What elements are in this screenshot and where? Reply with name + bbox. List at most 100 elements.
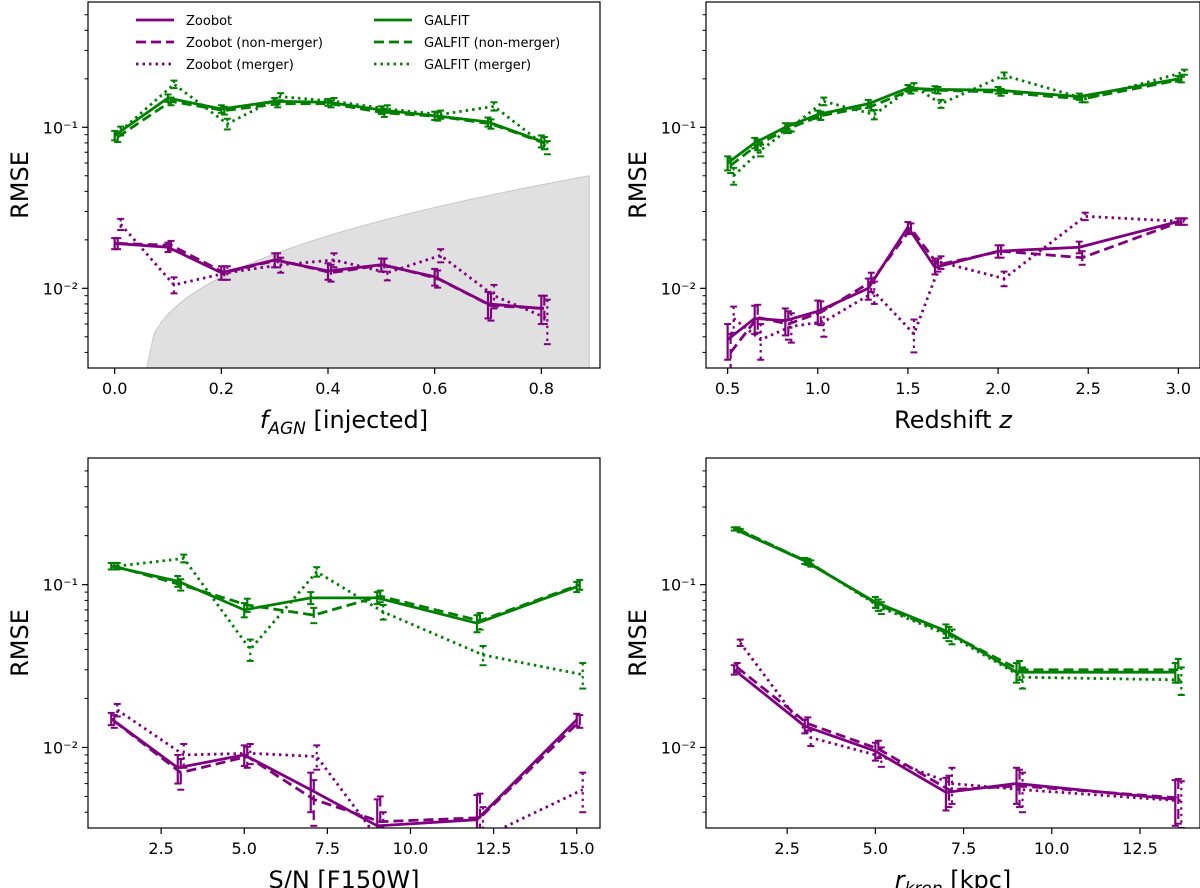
y-tick-label: 10⁻² [43, 279, 78, 298]
error-bar [437, 248, 445, 264]
axes-frame [705, 1, 1200, 369]
error-bar [1019, 771, 1027, 814]
series-line [729, 220, 1182, 354]
error-bar [724, 323, 732, 361]
error-bar [1177, 75, 1185, 84]
panel-redshift: 0.5 1.0 1.5 2.0 2.5 3.0 10⁻² 10⁻¹ RMSE Redshift z [624, 1, 1200, 434]
x-tick-label: 0.4 [315, 379, 340, 398]
error-bar [543, 298, 551, 346]
y-tick-label: 10⁻¹ [43, 576, 78, 595]
error-bar [1016, 659, 1024, 681]
series-line [736, 666, 1179, 800]
error-bar [484, 290, 492, 320]
y-tick-label: 10⁻² [661, 279, 696, 298]
error-bar [787, 312, 795, 344]
error-bar [479, 806, 487, 828]
x-tick-label: 0.0 [102, 379, 127, 398]
error-bar [807, 559, 815, 568]
error-bar [736, 527, 744, 534]
y-tick-label: 10⁻¹ [661, 576, 696, 595]
error-bar [948, 628, 956, 646]
error-bar [727, 157, 735, 175]
x-axis-label: rkron [kpc] [895, 866, 1012, 888]
y-axis-label: RMSE [624, 151, 652, 219]
series-line [117, 557, 583, 677]
legend-label: GALFIT (merger) [424, 58, 531, 73]
error-bar [379, 604, 387, 621]
y-tick-label: 10⁻¹ [43, 118, 78, 137]
series-zoobot-dashed [733, 662, 1182, 825]
error-bar [877, 601, 885, 616]
error-bar [180, 742, 188, 769]
error-bar [114, 131, 122, 144]
error-bar [114, 237, 122, 251]
error-bar [487, 118, 495, 130]
y-tick-label: 10⁻² [43, 738, 78, 757]
error-bar [1000, 71, 1008, 80]
error-bar [167, 239, 175, 251]
legend-label: Zoobot (non-merger) [186, 36, 323, 51]
series-galfit-dashed [733, 526, 1182, 684]
error-bar [170, 276, 178, 295]
x-axis-label: S/N [F150W] [269, 866, 420, 888]
series-line [726, 77, 1179, 165]
error-bar [870, 109, 878, 121]
error-bar [330, 97, 338, 106]
x-tick-label: 7.5 [951, 839, 976, 858]
error-bar [579, 771, 587, 814]
series-line [119, 82, 549, 149]
series-line [733, 668, 1176, 801]
error-bar [313, 566, 321, 578]
axes-frame [87, 457, 601, 829]
error-bar [246, 742, 254, 766]
error-bar [997, 87, 1005, 97]
x-tick-label: 2.5 [148, 839, 173, 858]
error-bar [874, 739, 882, 760]
legend: Zoobot Zoobot (non-merger) Zoobot (merger)… [136, 14, 560, 73]
error-bar [870, 280, 878, 305]
series-line [733, 527, 1176, 674]
error-bar [910, 82, 918, 91]
x-tick-label: 12.5 [476, 839, 512, 858]
axes-frame [87, 1, 601, 369]
error-bar [113, 702, 121, 718]
panel-rkron: 2.5 5.0 7.5 10.0 12.5 10⁻² 10⁻¹ RMSE rkron [kpc] [624, 457, 1200, 888]
panel-sn: 2.5 5.0 7.5 10.0 12.5 15.0 10⁻² 10⁻¹ RMSE S/N [F1… [6, 457, 601, 888]
error-bar [170, 79, 178, 90]
error-bar [934, 85, 942, 95]
error-bar [997, 244, 1005, 259]
error-bar [330, 252, 338, 269]
series-zoobot-dotted [113, 702, 587, 828]
series-line [739, 641, 1182, 803]
series-zoobot-solid [730, 664, 1179, 827]
x-tick-label: 1.5 [895, 379, 920, 398]
error-bar [910, 318, 918, 354]
shaded-region [146, 175, 590, 368]
x-tick-label: 12.5 [1122, 839, 1158, 858]
error-bar [1177, 780, 1185, 828]
plot-area-redshift [724, 68, 1188, 368]
error-bar [383, 264, 391, 282]
error-bar [937, 98, 945, 109]
error-bar [820, 96, 828, 107]
error-bar [1000, 270, 1008, 288]
error-bar [1174, 777, 1182, 825]
error-bar [576, 578, 584, 591]
series-zoobot-dashed [110, 714, 584, 828]
series-zoobot-dotted [730, 211, 1188, 361]
x-tick-label: 0.2 [209, 379, 234, 398]
error-bar [246, 638, 254, 662]
legend-entry: Zoobot [136, 14, 232, 29]
x-tick-label: 2.0 [985, 379, 1010, 398]
error-bar [383, 104, 391, 114]
y-axis-label: RMSE [6, 609, 34, 677]
error-bar [787, 122, 795, 133]
error-bar [948, 766, 956, 805]
series-galfit-dotted [117, 79, 551, 156]
axes-frame [705, 457, 1200, 829]
error-bar [727, 333, 735, 368]
error-bar [1078, 250, 1086, 266]
series-line [739, 529, 1182, 682]
plot-area-rkron [730, 526, 1185, 828]
